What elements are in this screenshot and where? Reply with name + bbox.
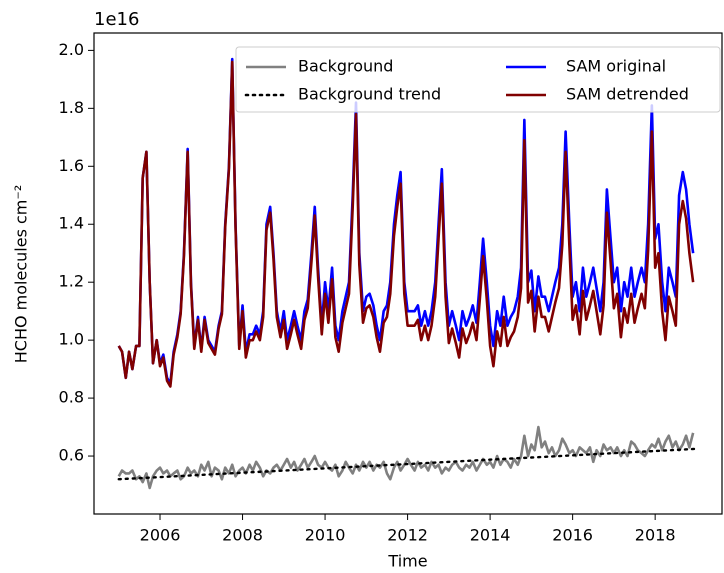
y-tick-label: 1.4 xyxy=(59,214,84,233)
y-tick-label: 0.8 xyxy=(59,388,84,407)
series-line xyxy=(117,447,698,481)
y-tick-label: 1.8 xyxy=(59,98,84,117)
x-tick-label: 2008 xyxy=(222,526,263,545)
x-tick-label: 2016 xyxy=(552,526,593,545)
y-tick-label: 1.6 xyxy=(59,156,84,175)
legend-label: SAM original xyxy=(566,57,666,76)
legend-box xyxy=(235,46,721,113)
x-tick-label: 2018 xyxy=(635,526,676,545)
axes-frame xyxy=(93,32,723,515)
y-axis-label: HCHO molecules cm⁻² xyxy=(12,185,31,363)
x-axis-label: Time xyxy=(387,552,427,571)
offset-label: 1e16 xyxy=(94,9,139,30)
y-tick-label: 1.0 xyxy=(59,330,84,349)
y-tick-label: 0.6 xyxy=(59,446,84,465)
legend-label: SAM detrended xyxy=(566,85,689,104)
legend-label: Background xyxy=(298,57,393,76)
legend-label: Background trend xyxy=(298,85,441,104)
x-tick-label: 2014 xyxy=(470,526,511,545)
series-line xyxy=(117,425,695,490)
x-tick-label: 2006 xyxy=(140,526,181,545)
y-tick-label: 1.2 xyxy=(59,272,84,291)
y-tick-label: 2.0 xyxy=(59,40,84,59)
x-tick-label: 2012 xyxy=(387,526,428,545)
x-tick-label: 2010 xyxy=(305,526,346,545)
series-line xyxy=(117,60,695,388)
